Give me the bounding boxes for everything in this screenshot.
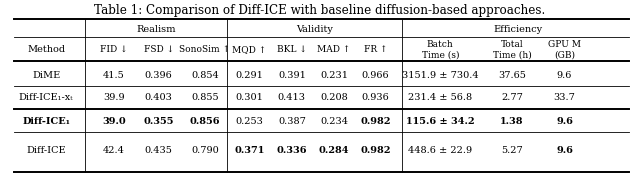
Text: Table 1: Comparison of Diff-ICE with baseline diffusion-based approaches.: Table 1: Comparison of Diff-ICE with bas… [94,3,546,17]
Text: 0.435: 0.435 [145,146,173,156]
Text: 0.253: 0.253 [236,117,264,126]
Text: Total
Time (h): Total Time (h) [493,40,531,59]
Text: 2.77: 2.77 [501,93,523,102]
Text: 41.5: 41.5 [103,70,125,80]
Text: 0.231: 0.231 [320,70,348,80]
Text: Realism: Realism [136,25,176,34]
Text: 0.208: 0.208 [320,93,348,102]
Text: SonoSim ↑: SonoSim ↑ [179,45,230,54]
Text: DiME: DiME [32,70,60,80]
Text: Efficiency: Efficiency [494,25,543,34]
Text: 0.396: 0.396 [145,70,173,80]
Text: 9.6: 9.6 [556,146,573,156]
Text: Diff-ICE₁-xₜ: Diff-ICE₁-xₜ [19,93,74,102]
Text: Batch
Time (s): Batch Time (s) [422,40,459,59]
Text: 37.65: 37.65 [498,70,526,80]
Text: 231.4 ± 56.8: 231.4 ± 56.8 [408,93,472,102]
Text: MAD ↑: MAD ↑ [317,45,351,54]
Text: FID ↓: FID ↓ [100,45,128,54]
Text: 115.6 ± 34.2: 115.6 ± 34.2 [406,117,475,126]
Text: 0.234: 0.234 [320,117,348,126]
Text: 39.0: 39.0 [102,117,126,126]
Text: FSD ↓: FSD ↓ [143,45,174,54]
Text: GPU M
(GB): GPU M (GB) [548,40,581,59]
Text: 0.982: 0.982 [360,117,391,126]
Text: 0.284: 0.284 [319,146,349,156]
Text: 0.982: 0.982 [360,146,391,156]
Text: FR ↑: FR ↑ [364,45,387,54]
Text: 0.355: 0.355 [143,117,174,126]
Text: MQD ↑: MQD ↑ [232,45,267,54]
Text: 42.4: 42.4 [103,146,125,156]
Text: 0.291: 0.291 [236,70,264,80]
Text: 0.336: 0.336 [276,146,307,156]
Text: 0.413: 0.413 [278,93,306,102]
Text: 0.966: 0.966 [362,70,390,80]
Text: Diff-ICE: Diff-ICE [26,146,66,156]
Text: 33.7: 33.7 [554,93,575,102]
Text: 39.9: 39.9 [103,93,125,102]
Text: 0.387: 0.387 [278,117,306,126]
Text: 3151.9 ± 730.4: 3151.9 ± 730.4 [402,70,479,80]
Text: 0.391: 0.391 [278,70,306,80]
Text: Validity: Validity [296,25,333,34]
Text: 5.27: 5.27 [501,146,523,156]
Text: 9.6: 9.6 [557,70,572,80]
Text: BKL ↓: BKL ↓ [277,45,307,54]
Text: 0.301: 0.301 [236,93,264,102]
Text: 0.856: 0.856 [189,117,220,126]
Text: 0.854: 0.854 [191,70,219,80]
Text: 0.403: 0.403 [145,93,173,102]
Text: 0.371: 0.371 [234,146,265,156]
Text: 0.936: 0.936 [362,93,390,102]
Text: Method: Method [27,45,65,54]
Text: 448.6 ± 22.9: 448.6 ± 22.9 [408,146,472,156]
Text: 0.790: 0.790 [191,146,219,156]
Text: 0.855: 0.855 [191,93,219,102]
Text: Diff-ICE₁: Diff-ICE₁ [22,117,70,126]
Text: 1.38: 1.38 [500,117,524,126]
Text: 9.6: 9.6 [556,117,573,126]
